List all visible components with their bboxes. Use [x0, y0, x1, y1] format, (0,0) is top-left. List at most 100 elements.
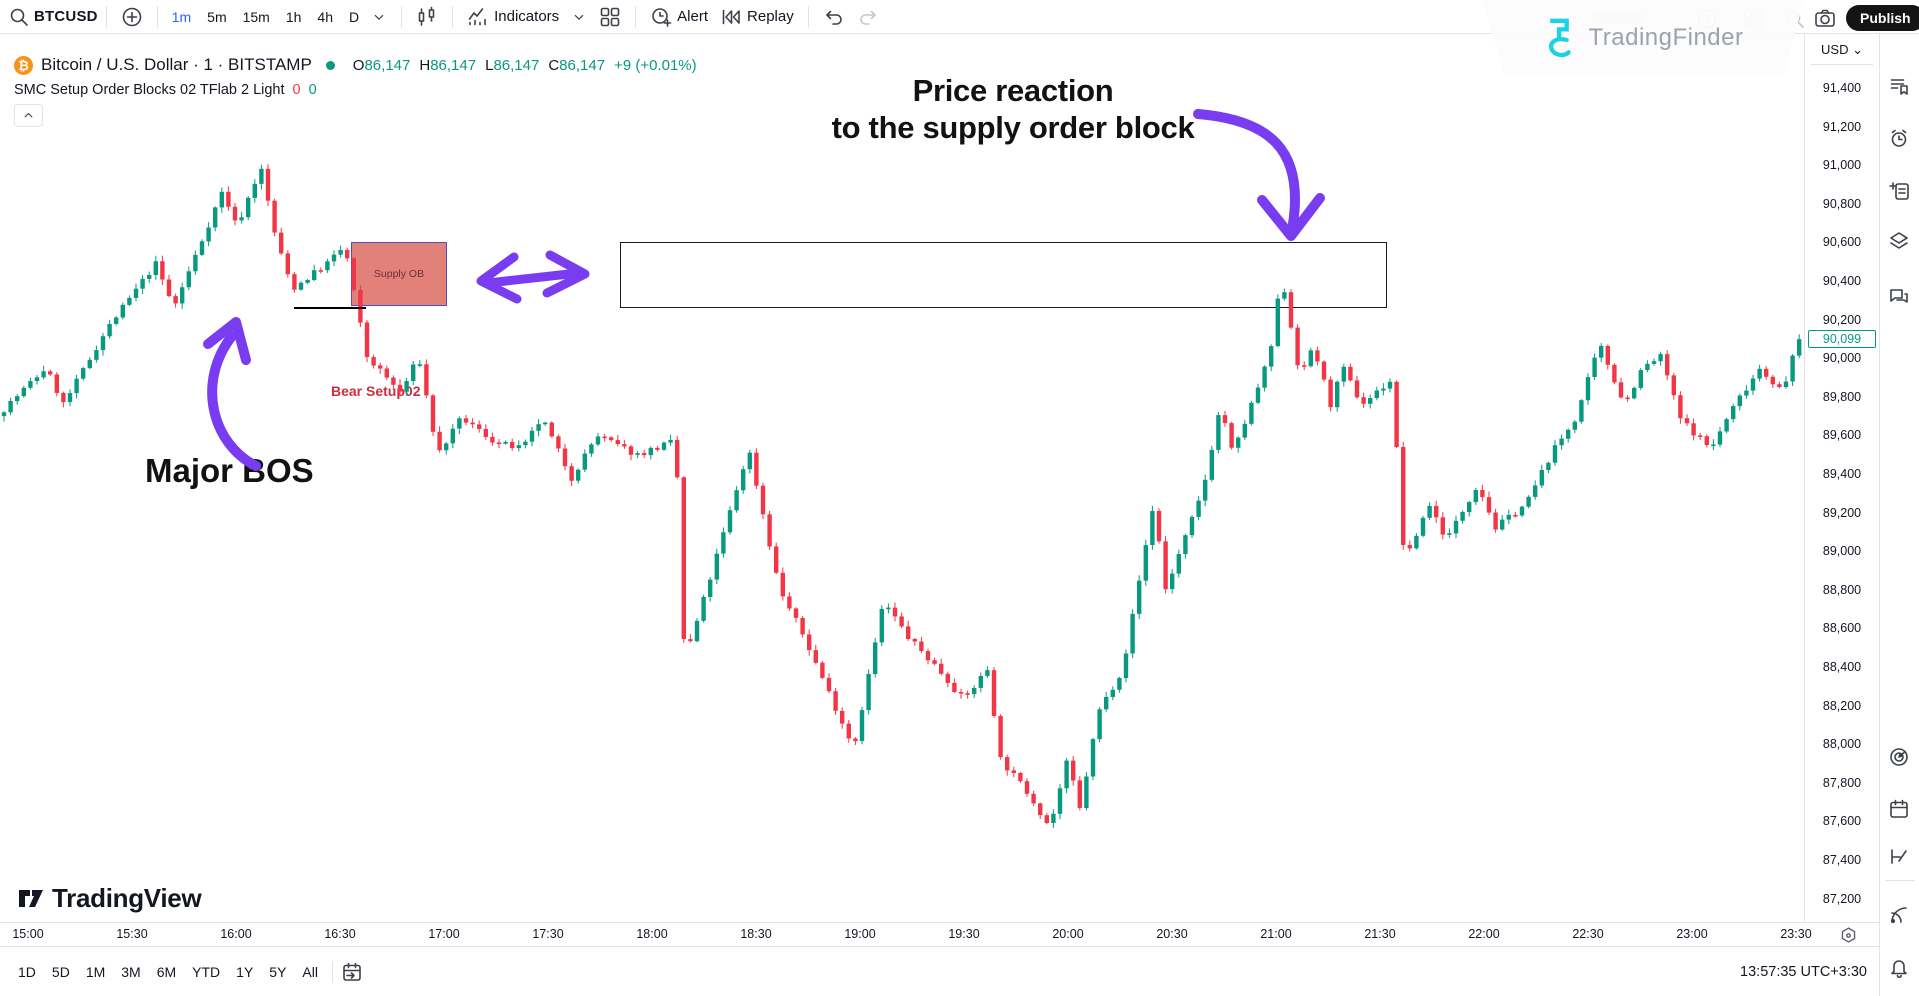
range-1m[interactable]: 1M	[85, 963, 106, 980]
price-reaction-arrow	[1193, 109, 1325, 241]
snapshot-camera-icon[interactable]	[1814, 7, 1836, 29]
price-tick-label: 91,000	[1822, 158, 1862, 173]
alert-button[interactable]: Alert	[644, 3, 714, 31]
search-icon[interactable]	[8, 6, 30, 28]
price-tick-label: 87,400	[1822, 853, 1862, 867]
major-bos-arrow	[203, 317, 261, 471]
range-all[interactable]: All	[302, 963, 318, 980]
supply-ob-label: Supply OB	[373, 268, 425, 280]
indicator-value-2: 0	[308, 82, 317, 98]
tradingview-logo[interactable]: TradingView	[18, 883, 202, 914]
clock[interactable]: 13:57:35 UTC+3:30	[1740, 963, 1867, 980]
calendar-icon[interactable]	[1888, 798, 1912, 822]
toolbar-divider	[807, 5, 809, 28]
indicators-button[interactable]: Indicators	[461, 3, 565, 31]
range-6m[interactable]: 6M	[156, 963, 177, 980]
time-tick-label: 23:00	[1676, 927, 1708, 941]
range-5y[interactable]: 5Y	[269, 963, 287, 980]
indicator-value-1: 0	[292, 82, 301, 98]
tradingfinder-logo-text: TradingFinder	[1588, 24, 1744, 51]
timeframe-1m[interactable]: 1m	[171, 8, 192, 25]
timeframe-D[interactable]: D	[349, 8, 360, 25]
compare-add-icon[interactable]	[115, 3, 149, 31]
screener-radar-icon[interactable]	[1888, 746, 1912, 770]
time-tick-label: 22:00	[1468, 927, 1500, 941]
trading-panel-icon[interactable]	[1888, 846, 1912, 870]
bottom-divider	[331, 960, 333, 983]
range-1y[interactable]: 1Y	[236, 963, 254, 980]
time-tick-label: 17:00	[428, 927, 460, 941]
symbol-button[interactable]: BTCUSD	[34, 8, 98, 25]
timeframe-1h[interactable]: 1h	[285, 8, 302, 25]
price-tick-label: 90,400	[1822, 274, 1862, 288]
time-tick-label: 18:30	[740, 927, 772, 941]
streams-icon[interactable]	[1888, 904, 1912, 928]
axis-settings-icon[interactable]	[1838, 925, 1858, 945]
range-ytd[interactable]: YTD	[192, 963, 221, 980]
notifications-bell-icon[interactable]	[1888, 956, 1912, 980]
goto-date-icon[interactable]	[341, 961, 363, 983]
layout-grid-icon[interactable]	[593, 3, 627, 31]
double-headed-arrow	[476, 250, 590, 304]
toolbar-divider	[156, 5, 158, 28]
price-tick-label: 89,000	[1822, 544, 1862, 559]
publish-button[interactable]: Publish	[1846, 5, 1919, 31]
timeframe-menu-chevron-icon[interactable]	[365, 6, 393, 28]
ideas-journal-icon[interactable]	[1888, 180, 1912, 204]
time-tick-label: 16:00	[220, 927, 252, 941]
time-tick-label: 15:00	[12, 927, 44, 941]
tradingfinder-logo-icon	[1542, 17, 1578, 59]
object-tree-icon[interactable]	[1888, 230, 1912, 254]
price-axis[interactable]: USD ⌄ 90,099 91,400 91,200 91,000 90,800 90,…	[1804, 34, 1879, 922]
supply-order-block-box[interactable]: Supply OB	[351, 242, 447, 306]
symbol-legend[interactable]: ₿ Bitcoin / U.S. Dollar · 1 · BITSTAMP O…	[14, 55, 697, 75]
range-3m[interactable]: 3M	[121, 963, 141, 980]
time-axis[interactable]: 15:00 15:30 16:00 16:30 17:00 17:30 18:00 18:30…	[0, 922, 1879, 946]
range-1d[interactable]: 1D	[18, 963, 36, 980]
toolbar-divider	[452, 5, 454, 28]
price-tick-label: 90,600	[1822, 235, 1862, 250]
price-tick-label: 89,200	[1822, 505, 1862, 520]
replay-label: Replay	[747, 8, 794, 25]
bottom-toolbar: 1D 5D 1M 3M 6M YTD 1Y 5Y All 13:57:35 UTC+3:30	[0, 946, 1879, 996]
legend-collapse-button[interactable]	[14, 104, 43, 127]
alert-label: Alert	[677, 8, 709, 25]
extended-order-block-rectangle[interactable]	[620, 242, 1387, 308]
time-tick-label: 23:30	[1780, 927, 1812, 941]
chevron-up-icon	[21, 108, 36, 123]
replay-button[interactable]: Replay	[714, 3, 800, 31]
timeframe-4h[interactable]: 4h	[317, 8, 333, 25]
price-tick-label: 90,000	[1822, 351, 1862, 366]
time-tick-label: 21:00	[1260, 927, 1292, 941]
currency-selector[interactable]: USD ⌄	[1821, 42, 1863, 57]
price-tick-label: 88,400	[1822, 660, 1862, 674]
watchlist-icon[interactable]	[1888, 75, 1912, 99]
price-tick-label: 89,600	[1822, 428, 1862, 443]
timeframe-15m[interactable]: 15m	[242, 8, 270, 25]
undo-icon[interactable]	[817, 3, 851, 31]
bos-level-line[interactable]	[294, 307, 366, 309]
timeframe-5m[interactable]: 5m	[207, 8, 227, 25]
axis-divider	[1811, 64, 1873, 65]
indicator-legend[interactable]: SMC Setup Order Blocks 02 TFlab 2 Light …	[14, 82, 317, 98]
chart-style-icon[interactable]	[410, 3, 444, 31]
alert-clock-side-icon[interactable]	[1888, 128, 1912, 152]
price-tick-label: 87,600	[1822, 814, 1862, 829]
range-5d[interactable]: 5D	[51, 963, 70, 980]
chat-icon[interactable]	[1888, 285, 1912, 309]
price-tick-label: 89,400	[1822, 467, 1862, 481]
price-tick-label: 91,400	[1822, 81, 1862, 95]
time-tick-label: 16:30	[324, 927, 356, 941]
price-tick-label: 90,200	[1822, 312, 1862, 327]
sidebar-divider	[1885, 880, 1915, 881]
indicators-chevron-icon[interactable]	[565, 6, 593, 28]
indicator-name: SMC Setup Order Blocks 02 TFlab 2 Light	[14, 82, 285, 98]
redo-icon[interactable]	[851, 3, 885, 31]
chart-canvas[interactable]	[0, 34, 1804, 922]
date-range-group: 1D 5D 1M 3M 6M YTD 1Y 5Y All	[12, 960, 324, 984]
price-tick-label: 87,200	[1822, 891, 1862, 906]
price-tick-label: 87,800	[1822, 775, 1862, 790]
ohlc-values: O86,147 H86,147 L86,147 C86,147 +9 (+0.0…	[352, 56, 697, 74]
price-tick-label: 88,800	[1822, 582, 1862, 597]
change-value: +9 (+0.01%)	[614, 56, 697, 74]
